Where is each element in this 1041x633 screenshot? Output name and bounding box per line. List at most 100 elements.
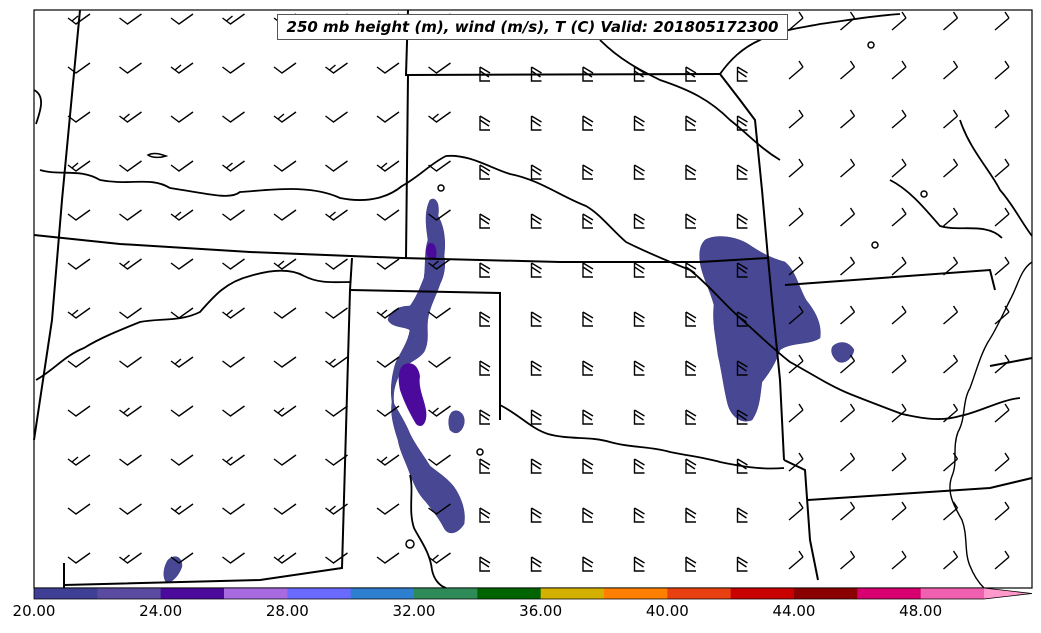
wind-barb <box>530 360 542 376</box>
wind-barb <box>582 556 594 572</box>
wind-barb <box>325 503 348 515</box>
wind-barb <box>891 60 907 80</box>
colorbar-swatch <box>730 588 795 599</box>
wind-barb <box>530 556 542 572</box>
wind-barb <box>222 454 245 466</box>
wind-barb <box>840 60 856 80</box>
wind-barb <box>479 115 491 131</box>
wind-barb <box>273 454 297 466</box>
colorbar-tick-label: 28.00 <box>265 602 309 620</box>
wind-barb <box>840 109 856 129</box>
border-wy-west <box>33 9 81 441</box>
wind-barb <box>633 360 645 376</box>
wind-barb <box>685 164 697 180</box>
wind-barb <box>685 311 697 327</box>
wind-barb <box>170 454 194 466</box>
wind-barb <box>222 307 245 319</box>
wind-barb <box>325 160 348 172</box>
wind-barb <box>633 458 645 474</box>
wind-barb <box>479 164 491 180</box>
wind-barb <box>736 115 748 131</box>
wind-barb <box>788 60 804 80</box>
wind-barb <box>273 503 297 515</box>
wind-barb <box>67 405 91 417</box>
wind-barb <box>222 111 245 123</box>
colorbar-swatch <box>857 588 922 599</box>
wind-barb <box>736 213 748 229</box>
wind-barb <box>325 454 348 466</box>
wind-barb <box>530 507 542 523</box>
wind-barb <box>736 164 748 180</box>
wind-barb <box>685 556 697 572</box>
border-ar-north <box>807 477 1033 501</box>
wind-barb <box>994 60 1010 80</box>
wind-barb <box>736 262 748 278</box>
wind-barb <box>222 13 245 25</box>
wind-barb <box>119 209 142 221</box>
wind-barb <box>428 258 451 270</box>
wind-barb <box>67 307 91 319</box>
wind-barb <box>582 458 594 474</box>
wind-barb <box>736 409 748 425</box>
wind-barb <box>582 409 594 425</box>
wind-barb <box>376 307 400 319</box>
wind-barb <box>428 503 451 515</box>
wind-barb <box>428 307 451 319</box>
temperature-region-sw <box>163 556 183 583</box>
wind-barb <box>222 552 245 564</box>
wind-barb <box>530 311 542 327</box>
wind-barb <box>943 11 959 31</box>
wind-barb <box>119 503 142 515</box>
border-iowa <box>719 73 769 259</box>
wind-barb <box>325 258 348 270</box>
border-mo-east <box>767 257 785 461</box>
border-ar-east <box>989 357 1033 367</box>
wind-barb <box>582 311 594 327</box>
wind-barb <box>994 256 1010 276</box>
wind-barb <box>891 452 907 472</box>
wind-barb <box>222 503 245 515</box>
wind-barb <box>530 115 542 131</box>
wind-barb <box>788 11 804 31</box>
wind-barb <box>119 454 142 466</box>
wind-barb <box>788 158 804 178</box>
wind-barb <box>325 405 348 417</box>
wind-barb <box>788 501 804 521</box>
wind-barb <box>994 403 1010 423</box>
wind-barb <box>582 115 594 131</box>
wind-barb <box>891 501 907 521</box>
wind-barb <box>376 160 400 172</box>
wind-barb <box>840 403 856 423</box>
wind-barb <box>788 109 804 129</box>
wind-barb <box>582 262 594 278</box>
wind-barb <box>170 258 194 270</box>
wind-barb <box>273 160 297 172</box>
colorbar <box>33 587 1033 600</box>
wind-barb <box>943 207 959 227</box>
wind-barb <box>685 507 697 523</box>
wind-barb <box>582 507 594 523</box>
border-ks-se <box>405 74 409 259</box>
wind-barb <box>994 158 1010 178</box>
colorbar-tick-label: 32.00 <box>392 602 436 620</box>
wind-barb <box>891 403 907 423</box>
wind-barb <box>170 552 194 564</box>
wind-barb <box>736 311 748 327</box>
wind-barb <box>788 550 804 570</box>
colorbar-swatch <box>34 588 98 599</box>
wind-barb <box>67 552 91 564</box>
wind-barb <box>943 452 959 472</box>
wind-barb <box>840 501 856 521</box>
wind-barb <box>840 256 856 276</box>
wind-barb <box>943 501 959 521</box>
wind-barb <box>67 160 91 172</box>
wind-barb <box>119 160 142 172</box>
wind-barb <box>170 503 194 515</box>
wind-barb <box>891 158 907 178</box>
wind-barb <box>376 209 400 221</box>
wind-barb <box>325 356 348 368</box>
border-ok-east <box>783 459 819 581</box>
colorbar-extend-arrow <box>984 588 1032 599</box>
wind-barb <box>273 111 297 123</box>
temperature-region-east-small <box>831 342 855 363</box>
